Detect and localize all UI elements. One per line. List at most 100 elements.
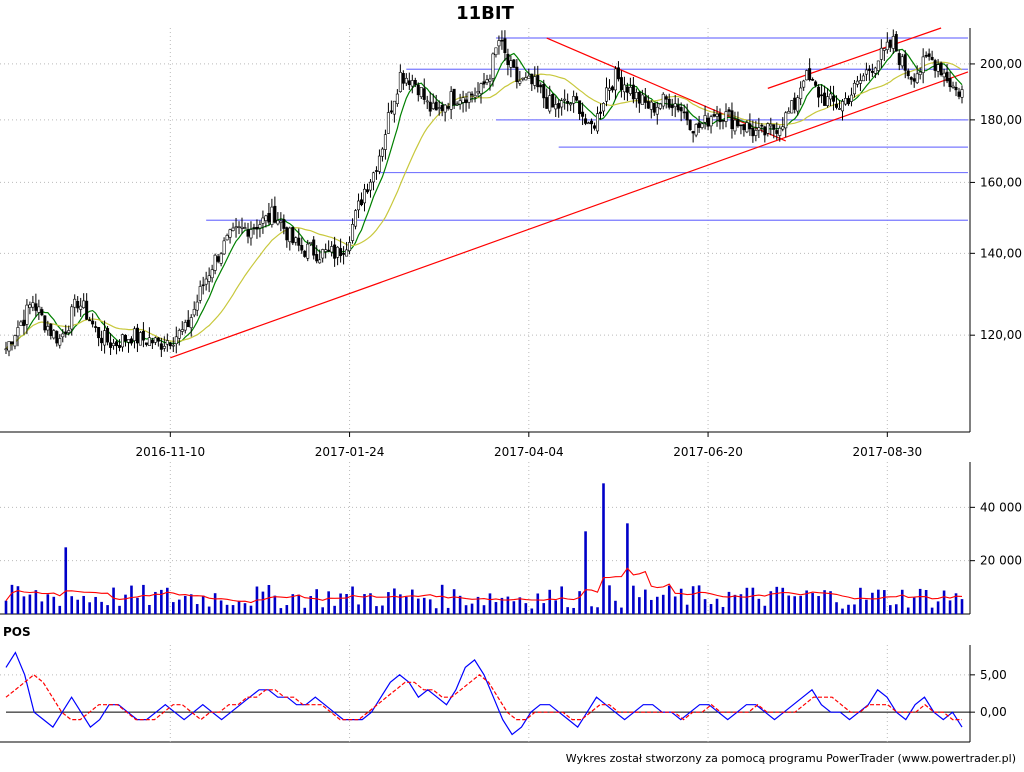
candle-body — [19, 321, 23, 326]
volume-bar — [667, 585, 671, 614]
volume-bar — [889, 605, 892, 614]
volume-bar — [948, 600, 952, 614]
candle-body — [126, 339, 130, 343]
candle-body — [249, 229, 253, 239]
candle-body — [258, 224, 262, 229]
candle-body — [216, 256, 220, 262]
candle-body — [551, 94, 555, 108]
candle-body — [634, 92, 638, 100]
volume-bar — [70, 596, 74, 614]
volume-bar — [482, 605, 486, 614]
candle-body — [168, 342, 172, 347]
volume-bar — [142, 584, 145, 614]
volume-bar — [841, 608, 844, 614]
candle-body — [153, 337, 157, 343]
candle-body — [147, 337, 151, 346]
candle-body — [766, 123, 770, 134]
price-tick-label: 140,00 — [980, 246, 1022, 260]
candle-body — [368, 181, 372, 191]
volume-bar — [40, 601, 44, 614]
candle-body — [587, 122, 591, 125]
volume-bar — [213, 593, 217, 614]
candle-body — [16, 327, 20, 337]
candle-body — [700, 123, 704, 128]
candle-body — [124, 334, 128, 342]
candle-body — [933, 60, 937, 71]
volume-bar — [894, 604, 898, 614]
trend-line — [170, 71, 969, 359]
candle-body — [628, 87, 632, 94]
volume-bar — [602, 483, 605, 614]
volume-bar — [853, 604, 856, 614]
volume-bar — [924, 590, 928, 614]
candle-body — [228, 229, 232, 238]
candle-body — [186, 319, 190, 328]
candle-body — [915, 73, 919, 83]
candle-body — [470, 93, 474, 96]
volume-bar — [106, 605, 109, 614]
candle-body — [52, 330, 56, 339]
candle-body — [894, 34, 898, 52]
volume-bar — [721, 606, 725, 614]
volume-bar — [817, 596, 820, 614]
candle-body — [440, 105, 444, 111]
volume-bar — [381, 605, 384, 614]
candle-body — [246, 229, 250, 237]
candle-body — [40, 309, 44, 316]
candle-body — [685, 111, 689, 121]
candle-body — [401, 73, 405, 84]
candle-body — [712, 114, 716, 117]
candle-body — [622, 84, 626, 93]
candle-body — [189, 317, 193, 329]
volume-bar — [452, 589, 456, 614]
volume-grid — [0, 462, 970, 614]
volume-bar — [596, 607, 599, 614]
volume-bar — [871, 592, 874, 614]
volume-bar — [88, 602, 91, 614]
candle-body — [270, 206, 274, 225]
volume-bar — [231, 605, 235, 614]
candle-body — [43, 315, 47, 331]
candle-body — [548, 95, 552, 112]
volume-bar — [655, 596, 659, 614]
volume-bar — [679, 588, 683, 614]
volume-bar — [148, 604, 151, 614]
candle-body — [255, 226, 259, 230]
candle-body — [58, 338, 62, 346]
candle-body — [446, 106, 450, 109]
price-y-ticks: 120,00 140,00 160,00 180,00 200,00 — [970, 57, 1022, 342]
candle-body — [832, 95, 836, 102]
volume-bar — [100, 601, 103, 614]
candle-body — [658, 103, 662, 109]
candle-body — [906, 70, 910, 77]
volume-bar — [303, 607, 307, 614]
volume-bar — [136, 597, 139, 614]
volume-bar — [327, 591, 330, 614]
volume-bar — [751, 587, 755, 614]
volume-bar — [799, 595, 802, 614]
volume-bar — [470, 603, 474, 614]
candle-body — [285, 227, 289, 241]
candle-body — [852, 82, 856, 95]
candle-body — [682, 111, 686, 114]
volume-tick-label: 40 000 — [980, 500, 1022, 514]
candle-body — [195, 301, 199, 311]
volume-bars — [4, 483, 964, 614]
candle-body — [237, 226, 241, 228]
candle-body — [201, 284, 205, 287]
candle-body — [563, 98, 567, 101]
candle-body — [590, 120, 594, 125]
volume-bar — [249, 605, 253, 614]
volume-bar — [757, 598, 761, 614]
volume-bar — [464, 605, 468, 614]
candle-body — [909, 77, 913, 80]
candle-body — [252, 227, 256, 229]
date-tick-label: 2017-06-20 — [673, 445, 743, 459]
volume-bar — [638, 597, 641, 614]
volume-bar — [58, 605, 62, 614]
candle-body — [183, 322, 187, 331]
candle-body — [655, 106, 659, 115]
candle-body — [13, 335, 17, 347]
candle-body — [479, 83, 483, 94]
candle-body — [849, 94, 853, 102]
